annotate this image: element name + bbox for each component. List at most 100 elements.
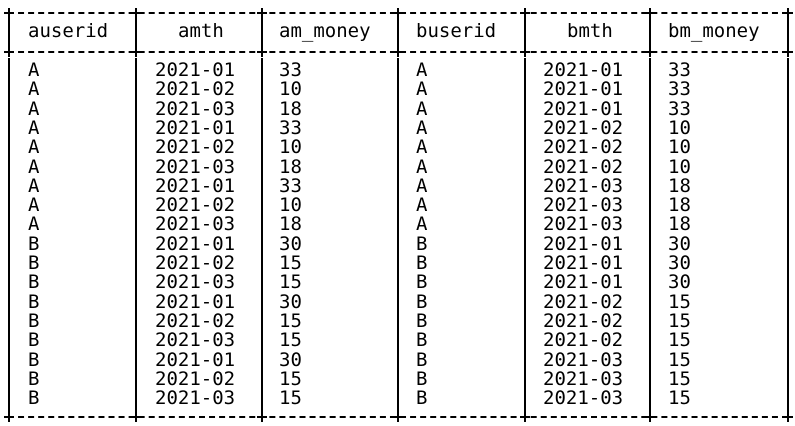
table-border-corner	[393, 8, 403, 18]
table-cell-amth: 2021-02	[155, 252, 236, 274]
table-column-separator	[8, 58, 10, 412]
table-column-separator	[135, 18, 137, 47]
table-cell-auserid: B	[28, 252, 40, 274]
table-cell-bmth: 2021-01	[543, 252, 624, 274]
table-cell-auserid: B	[28, 367, 40, 390]
table-cell-am-money: 15	[279, 252, 302, 274]
table-row: B 2021-02 15 B 2021-02 15	[0, 309, 795, 332]
table-cell-buserid: A	[416, 78, 428, 101]
table-row: B 2021-03 15 B 2021-01 30	[0, 271, 795, 294]
table-cell-amth: 2021-02	[155, 78, 236, 101]
table-cell-amth: 2021-03	[155, 329, 236, 352]
table-row: B 2021-01 30 B 2021-03 15	[0, 348, 795, 371]
table-cell-bmth: 2021-03	[543, 348, 624, 371]
table-cell-am-money: 30	[279, 348, 302, 371]
table-cell-bmth: 2021-03	[543, 174, 624, 197]
table-cell-buserid: B	[416, 271, 428, 294]
table-cell-auserid: B	[28, 290, 40, 313]
table-border-corner	[131, 8, 141, 18]
table-cell-bm-money: 18	[668, 194, 691, 217]
table-cell-auserid: A	[28, 136, 40, 159]
table-cell-bm-money: 33	[668, 59, 691, 81]
table-column-separator	[135, 58, 137, 412]
table-cell-bm-money: 18	[668, 174, 691, 197]
table-border-corner	[520, 47, 530, 57]
table-cell-bm-money: 15	[668, 348, 691, 371]
table-border-corner	[257, 47, 267, 57]
table-cell-bm-money: 15	[668, 329, 691, 352]
table-row: B 2021-03 15 B 2021-02 15	[0, 329, 795, 352]
table-row: A 2021-01 33 A 2021-03 18	[0, 174, 795, 197]
table-border-corner	[520, 412, 530, 422]
table-cell-auserid: B	[28, 387, 40, 410]
table-cell-am-money: 15	[279, 309, 302, 332]
table-row: A 2021-01 33 A 2021-01 33	[0, 59, 795, 81]
table-cell-bm-money: 30	[668, 271, 691, 294]
table-cell-bmth: 2021-02	[543, 136, 624, 159]
table-cell-amth: 2021-03	[155, 213, 236, 236]
table-cell-bmth: 2021-03	[543, 213, 624, 236]
table-cell-bm-money: 10	[668, 155, 691, 178]
table-cell-amth: 2021-03	[155, 271, 236, 294]
table-cell-amth: 2021-02	[155, 309, 236, 332]
table-column-separator	[787, 58, 789, 412]
table-cell-auserid: B	[28, 232, 40, 255]
table-cell-buserid: B	[416, 232, 428, 255]
table-cell-bmth: 2021-02	[543, 290, 624, 313]
table-border-corner	[520, 8, 530, 18]
table-cell-bmth: 2021-03	[543, 387, 624, 410]
table-border-corner	[4, 412, 14, 422]
table-cell-amth: 2021-02	[155, 194, 236, 217]
column-header-auserid: auserid	[28, 20, 109, 42]
table-cell-am-money: 10	[279, 136, 302, 159]
table-cell-am-money: 18	[279, 97, 302, 120]
table-cell-am-money: 18	[279, 213, 302, 236]
table-cell-amth: 2021-01	[155, 348, 236, 371]
table-row: A 2021-02 10 A 2021-01 33	[0, 78, 795, 101]
table-row: B 2021-02 15 B 2021-03 15	[0, 367, 795, 390]
table-cell-buserid: A	[416, 136, 428, 159]
table-cell-amth: 2021-01	[155, 59, 236, 81]
table-cell-bmth: 2021-02	[543, 155, 624, 178]
table-border-corner	[4, 8, 14, 18]
table-cell-buserid: B	[416, 367, 428, 390]
table-column-separator	[261, 58, 263, 412]
table-cell-am-money: 30	[279, 232, 302, 255]
table-cell-bmth: 2021-02	[543, 116, 624, 139]
table-row: A 2021-01 33 A 2021-02 10	[0, 116, 795, 139]
table-border-corner	[783, 47, 793, 57]
table-column-separator	[8, 18, 10, 47]
table-cell-bmth: 2021-01	[543, 97, 624, 120]
table-column-separator	[787, 18, 789, 47]
table-column-separator	[524, 18, 526, 47]
table-cell-buserid: A	[416, 59, 428, 81]
table-cell-bm-money: 30	[668, 232, 691, 255]
table-cell-bm-money: 33	[668, 78, 691, 101]
table-cell-am-money: 33	[279, 174, 302, 197]
table-cell-auserid: A	[28, 78, 40, 101]
table-row: A 2021-02 10 A 2021-03 18	[0, 194, 795, 217]
table-row: A 2021-03 18 A 2021-01 33	[0, 97, 795, 120]
table-cell-buserid: A	[416, 155, 428, 178]
table-cell-bmth: 2021-01	[543, 59, 624, 81]
column-header-am-money: am_money	[279, 20, 371, 42]
table-header-row: auserid amth am_money buserid bmth bm_mo…	[0, 20, 795, 42]
table-border-corner	[131, 412, 141, 422]
table-border-corner	[783, 412, 793, 422]
table-cell-bm-money: 10	[668, 116, 691, 139]
table-row: B 2021-02 15 B 2021-01 30	[0, 252, 795, 274]
table-cell-buserid: B	[416, 309, 428, 332]
table-cell-buserid: A	[416, 213, 428, 236]
table-cell-bmth: 2021-03	[543, 367, 624, 390]
table-cell-auserid: A	[28, 213, 40, 236]
table-cell-bm-money: 15	[668, 309, 691, 332]
table-column-separator	[649, 58, 651, 412]
table-cell-amth: 2021-03	[155, 97, 236, 120]
table-cell-buserid: B	[416, 329, 428, 352]
table-cell-am-money: 33	[279, 116, 302, 139]
table-column-separator	[649, 18, 651, 47]
table-border-corner	[783, 8, 793, 18]
table-row: A 2021-02 10 A 2021-02 10	[0, 136, 795, 159]
table-column-separator	[261, 18, 263, 47]
